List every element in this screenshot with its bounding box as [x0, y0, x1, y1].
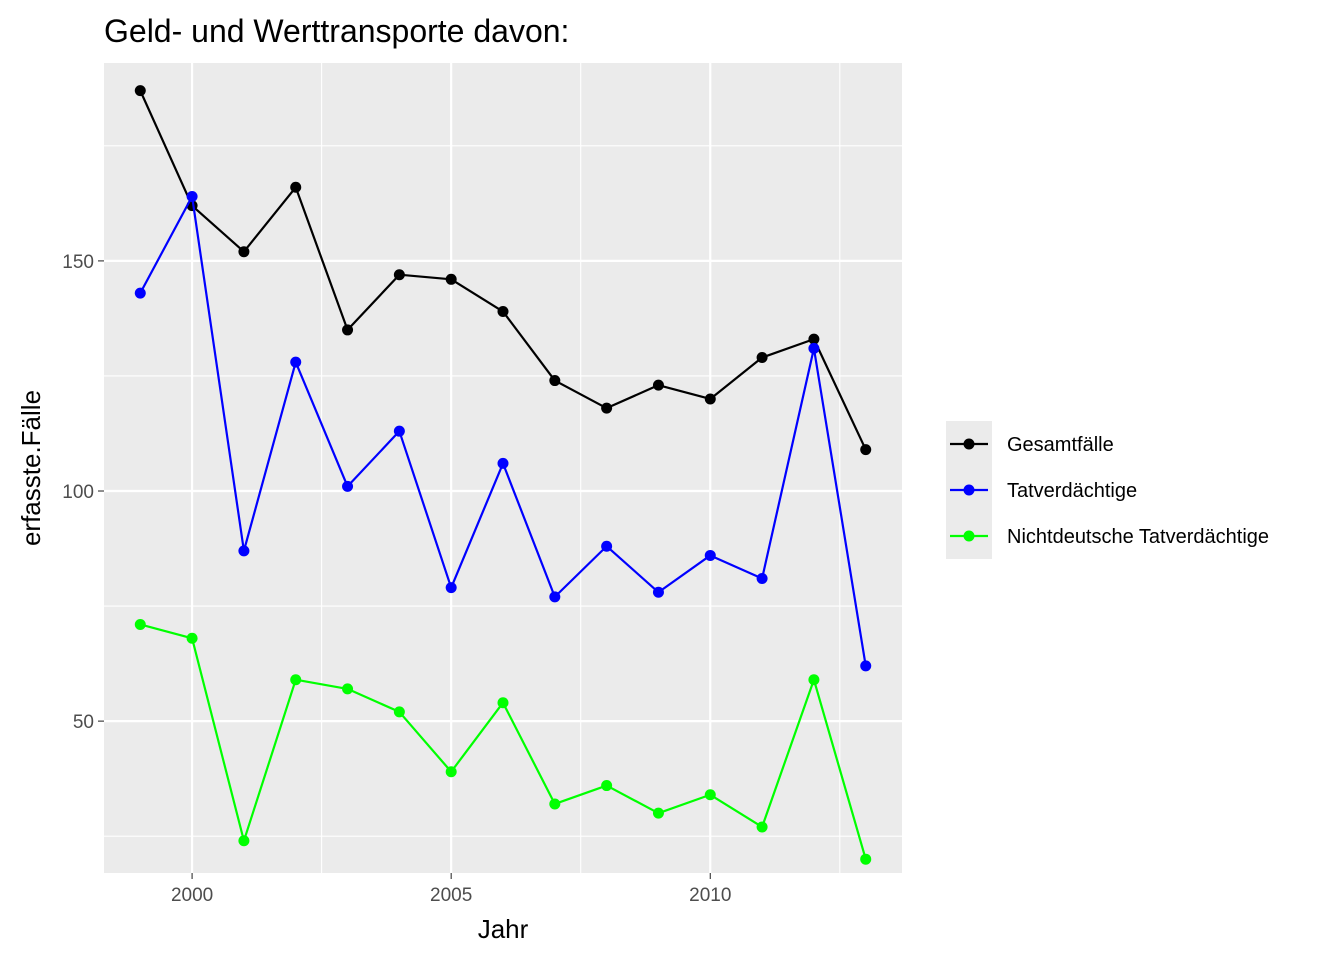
- x-tick-label: 2010: [689, 885, 731, 906]
- legend-item: Nichtdeutsche Tatverdächtige: [950, 526, 1269, 548]
- y-axis: 50 100 150: [62, 252, 104, 733]
- data-point: [134, 85, 146, 97]
- data-point: [445, 766, 457, 778]
- x-axis: 2000 2005 2010: [171, 873, 731, 906]
- data-point: [134, 287, 146, 299]
- data-point: [290, 356, 302, 368]
- y-tick-label: 100: [62, 482, 94, 503]
- data-point: [186, 190, 198, 202]
- series-layer: [134, 85, 872, 865]
- legend-item: Gesamtfälle: [950, 434, 1114, 456]
- data-point: [497, 457, 509, 469]
- data-point: [290, 674, 302, 686]
- data-point: [497, 697, 509, 709]
- data-point: [238, 246, 250, 258]
- data-point: [756, 352, 768, 364]
- series-3: [134, 618, 872, 865]
- data-point: [134, 618, 146, 630]
- minor-gridlines: [104, 63, 902, 873]
- data-point: [860, 660, 872, 672]
- series-1: [134, 85, 872, 456]
- legend-key-point: [963, 484, 975, 496]
- y-axis-title: erfasste.Fälle: [16, 390, 46, 546]
- data-point: [860, 853, 872, 865]
- legend-key-point: [963, 438, 975, 450]
- data-point: [445, 273, 457, 285]
- data-point: [652, 379, 664, 391]
- data-point: [445, 582, 457, 594]
- legend-item: Tatverdächtige: [950, 480, 1137, 502]
- legend-key-point: [963, 530, 975, 542]
- data-point: [342, 324, 354, 336]
- y-tick-label: 50: [73, 712, 94, 733]
- y-tick-label: 150: [62, 252, 94, 273]
- data-point: [756, 572, 768, 584]
- data-point: [393, 269, 405, 281]
- legend: Gesamtfälle Tatverdächtige Nichtdeutsche T…: [946, 421, 1269, 559]
- data-point: [290, 181, 302, 193]
- x-tick-label: 2005: [430, 885, 472, 906]
- data-point: [238, 835, 250, 847]
- data-point: [601, 780, 613, 792]
- data-point: [652, 586, 664, 598]
- data-point: [393, 706, 405, 718]
- data-point: [808, 674, 820, 686]
- data-point: [549, 591, 561, 603]
- legend-label: Nichtdeutsche Tatverdächtige: [1007, 526, 1269, 548]
- data-point: [601, 540, 613, 552]
- data-point: [652, 807, 664, 819]
- x-tick-label: 2000: [171, 885, 213, 906]
- data-point: [808, 333, 820, 345]
- data-point: [497, 306, 509, 318]
- data-point: [601, 402, 613, 414]
- legend-label: Gesamtfälle: [1007, 434, 1114, 456]
- data-point: [704, 549, 716, 561]
- data-point: [860, 444, 872, 456]
- data-point: [186, 632, 198, 644]
- data-point: [342, 480, 354, 492]
- data-point: [549, 798, 561, 810]
- series-2: [134, 190, 872, 672]
- data-point: [393, 425, 405, 437]
- legend-label: Tatverdächtige: [1007, 480, 1137, 502]
- data-point: [549, 375, 561, 387]
- chart-title: Geld- und Werttransporte davon:: [104, 13, 569, 49]
- x-axis-title: Jahr: [478, 914, 529, 944]
- data-point: [808, 342, 820, 354]
- data-point: [704, 789, 716, 801]
- data-point: [704, 393, 716, 405]
- data-point: [238, 545, 250, 557]
- data-point: [756, 821, 768, 833]
- data-point: [342, 683, 354, 695]
